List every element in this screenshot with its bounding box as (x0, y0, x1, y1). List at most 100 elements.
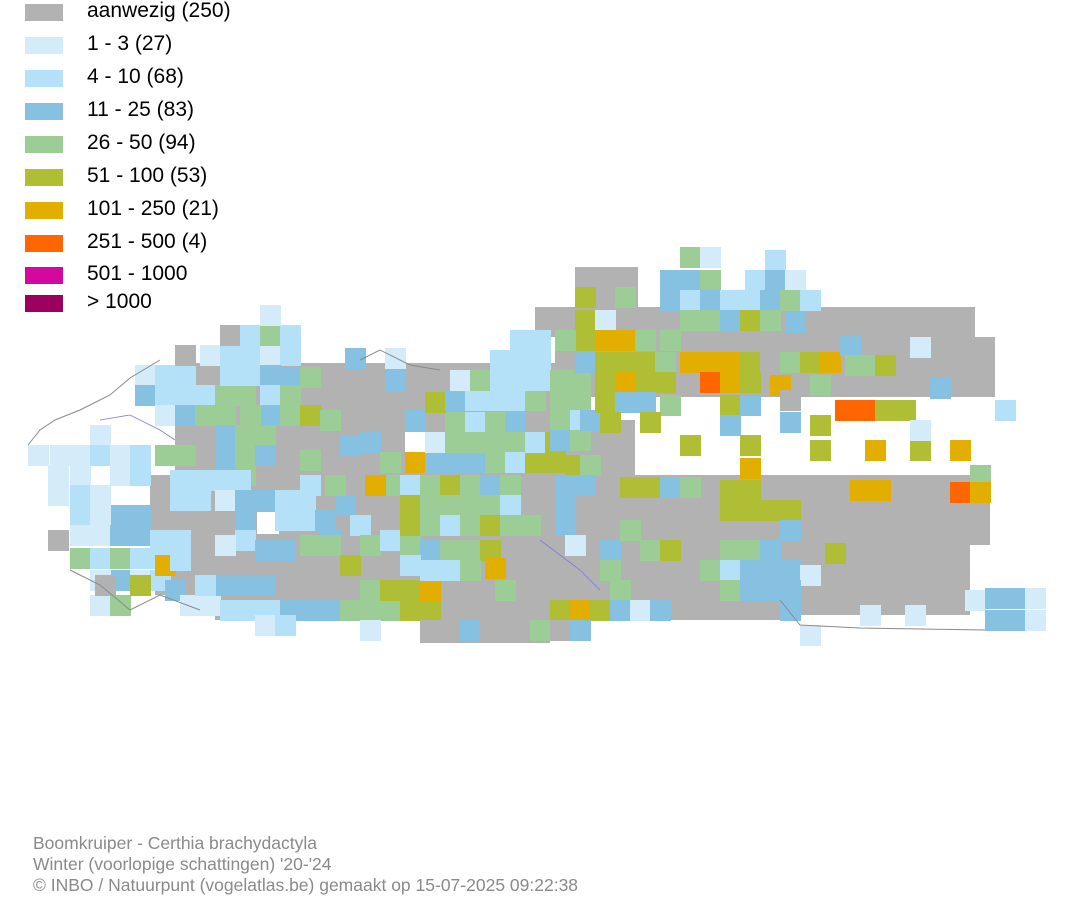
grid-cell (110, 525, 131, 546)
grid-cell (340, 600, 361, 621)
presence-area (800, 580, 970, 615)
grid-cell (570, 370, 591, 391)
grid-cell (235, 510, 256, 531)
grid-cell (600, 412, 621, 433)
grid-cell (425, 392, 446, 413)
grid-cell (680, 435, 701, 456)
grid-cell (905, 605, 926, 626)
grid-cell (90, 445, 111, 466)
grid-cell (720, 560, 741, 581)
grid-cell (680, 310, 701, 331)
grid-cell (70, 548, 91, 569)
grid-cell (760, 290, 781, 311)
grid-cell (420, 620, 441, 641)
legend-label: 101 - 250 (21) (87, 197, 219, 220)
grid-cell (210, 470, 231, 491)
grid-cell (1025, 610, 1046, 631)
grid-cell (380, 580, 401, 601)
grid-cell (425, 452, 446, 473)
grid-cell (220, 365, 241, 386)
grid-cell (190, 490, 211, 511)
border-line (539, 539, 601, 591)
grid-cell (275, 540, 296, 561)
grid-cell (215, 385, 236, 406)
grid-cell (300, 405, 321, 426)
grid-cell (70, 525, 91, 546)
grid-cell (810, 375, 831, 396)
grid-cell (70, 505, 91, 526)
grid-cell (850, 480, 871, 501)
grid-cell (910, 420, 931, 441)
grid-cell (195, 575, 216, 596)
grid-cell (500, 495, 521, 516)
grid-cell (635, 372, 656, 393)
grid-cell (800, 625, 821, 646)
grid-cell (135, 385, 156, 406)
grid-cell (635, 352, 656, 373)
grid-cell (275, 490, 296, 511)
grid-cell (445, 432, 466, 453)
grid-cell (325, 475, 346, 496)
legend-item: 11 - 25 (83) (25, 98, 355, 121)
grid-cell (500, 475, 521, 496)
grid-cell (110, 465, 131, 486)
grid-cell (460, 475, 481, 496)
legend-swatch (25, 136, 63, 153)
grid-cell (930, 378, 951, 399)
grid-cell (420, 540, 441, 561)
grid-cell (720, 310, 741, 331)
blank-cell (257, 512, 279, 534)
grid-cell (95, 575, 116, 596)
grid-cell (660, 330, 681, 351)
legend-label: 1 - 3 (27) (87, 32, 173, 55)
grid-cell (200, 595, 221, 616)
grid-cell (445, 412, 466, 433)
grid-cell (360, 600, 381, 621)
grid-cell (385, 348, 406, 369)
border-line (69, 569, 201, 611)
legend-swatch (25, 202, 63, 219)
grid-cell (480, 475, 501, 496)
legend-swatch (25, 70, 63, 87)
grid-cell (235, 575, 256, 596)
grid-cell (950, 440, 971, 461)
grid-cell (175, 345, 196, 366)
grid-cell (280, 345, 301, 366)
grid-cell (420, 475, 441, 496)
grid-cell (780, 352, 801, 373)
grid-cell (490, 370, 511, 391)
grid-cell (970, 482, 991, 503)
grid-cell (785, 270, 806, 291)
grid-cell (170, 550, 191, 571)
grid-cell (440, 475, 461, 496)
grid-cell (90, 505, 111, 526)
legend-swatch (25, 267, 63, 284)
grid-cell (400, 535, 421, 556)
grid-cell (740, 290, 761, 311)
grid-cell (130, 548, 151, 569)
grid-cell (995, 400, 1016, 421)
grid-cell (700, 247, 721, 268)
legend-item: 4 - 10 (68) (25, 65, 355, 88)
grid-cell (175, 405, 196, 426)
grid-cell (575, 287, 596, 308)
grid-cell (260, 405, 281, 426)
grid-cell (480, 495, 501, 516)
grid-cell (810, 415, 831, 436)
grid-cell (220, 345, 241, 366)
grid-cell (200, 345, 221, 366)
grid-cell (635, 330, 656, 351)
grid-cell (720, 395, 741, 416)
grid-cell (550, 410, 571, 431)
grid-cell (615, 392, 636, 413)
grid-cell (800, 565, 821, 586)
grid-cell (405, 410, 426, 431)
grid-cell (510, 330, 531, 351)
grid-cell (215, 425, 236, 446)
grid-cell (590, 600, 611, 621)
grid-cell (820, 352, 841, 373)
grid-cell (780, 290, 801, 311)
grid-cell (555, 475, 576, 496)
grid-cell (520, 515, 541, 536)
grid-cell (575, 330, 596, 351)
